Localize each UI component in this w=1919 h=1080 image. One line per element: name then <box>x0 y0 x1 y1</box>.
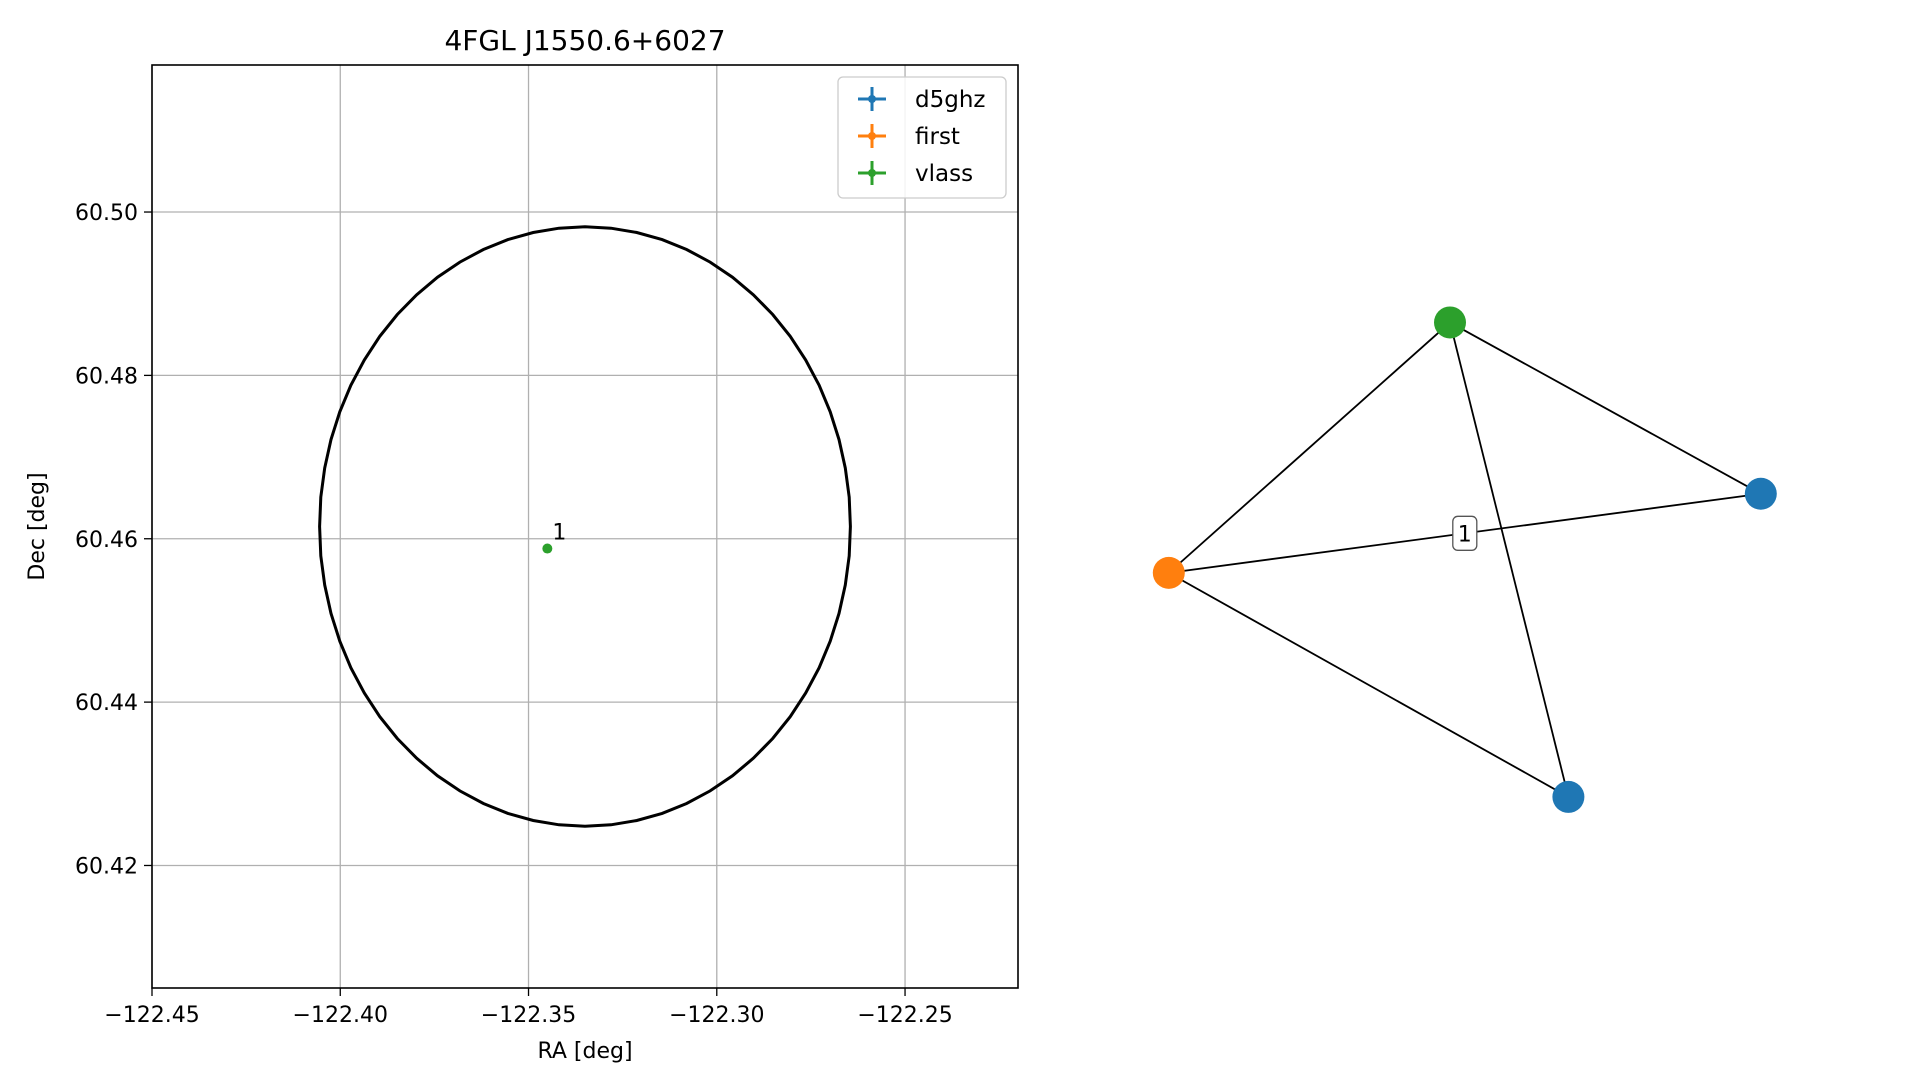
legend-marker-dot <box>868 132 876 140</box>
vlass-point <box>542 543 553 554</box>
legend-item-first: first <box>858 124 960 150</box>
edge-vlass-first <box>1168 321 1451 574</box>
x-tick-label: −122.25 <box>857 1003 952 1028</box>
x-axis-ticks: −122.45 −122.40 −122.35 −122.30 −122.25 <box>104 988 953 1028</box>
x-axis-title: RA [deg] <box>537 1039 632 1064</box>
y-tick-label: 60.46 <box>75 528 138 553</box>
node-first <box>1152 556 1185 589</box>
ellipse-layer <box>318 225 852 828</box>
x-tick-label: −122.35 <box>481 1003 576 1028</box>
x-tick-label: −122.40 <box>293 1003 388 1028</box>
plot-title: 4FGL J1550.6+6027 <box>444 24 725 57</box>
y-tick-label: 60.48 <box>75 364 138 389</box>
edge-label-text: 1 <box>1458 522 1472 547</box>
edge-vlass-d5ghz-a <box>1449 321 1762 495</box>
y-tick-label: 60.44 <box>75 691 138 716</box>
axes-frame <box>151 64 1019 989</box>
nodes-layer <box>1152 306 1777 813</box>
node-vlass <box>1434 306 1466 339</box>
grid-lines <box>151 65 1018 988</box>
edge-first-d5ghz-b <box>1168 572 1569 798</box>
edge-vlass-d5ghz-b <box>1449 322 1570 798</box>
legend-item-vlass: vlass <box>858 161 973 187</box>
y-tick-label: 60.42 <box>75 854 138 879</box>
scatter-plot: 4FGL J1550.6+6027 1 −122.45 −122.40 −122.3… <box>25 24 1019 1064</box>
legend-marker-dot <box>868 95 876 103</box>
y-axis-ticks: 60.42 60.44 60.46 60.48 60.50 <box>75 201 152 879</box>
edge-labels-layer: 1 <box>1452 515 1478 551</box>
legend-label: vlass <box>915 161 973 187</box>
node-d5ghz-a <box>1744 477 1777 510</box>
legend-marker-dot <box>868 169 876 177</box>
legend-label: d5ghz <box>915 87 985 113</box>
localization-ellipse <box>318 225 852 828</box>
y-axis-title: Dec [deg] <box>25 472 50 580</box>
x-tick-label: −122.30 <box>669 1003 764 1028</box>
network-graph: 1 <box>1152 306 1777 813</box>
points-layer: 1 <box>542 521 566 554</box>
edge-label: 1 <box>1452 515 1478 551</box>
legend-box <box>837 76 1007 199</box>
legend: d5ghz first vlass <box>837 76 1007 199</box>
legend-item-d5ghz: d5ghz <box>858 87 985 113</box>
point-label: 1 <box>552 521 566 546</box>
edges-layer <box>1168 321 1762 798</box>
legend-label: first <box>915 124 960 150</box>
edge-label-box <box>1452 515 1478 551</box>
y-tick-label: 60.50 <box>75 201 138 226</box>
node-d5ghz-b <box>1552 780 1585 813</box>
x-tick-label: −122.45 <box>104 1003 199 1028</box>
